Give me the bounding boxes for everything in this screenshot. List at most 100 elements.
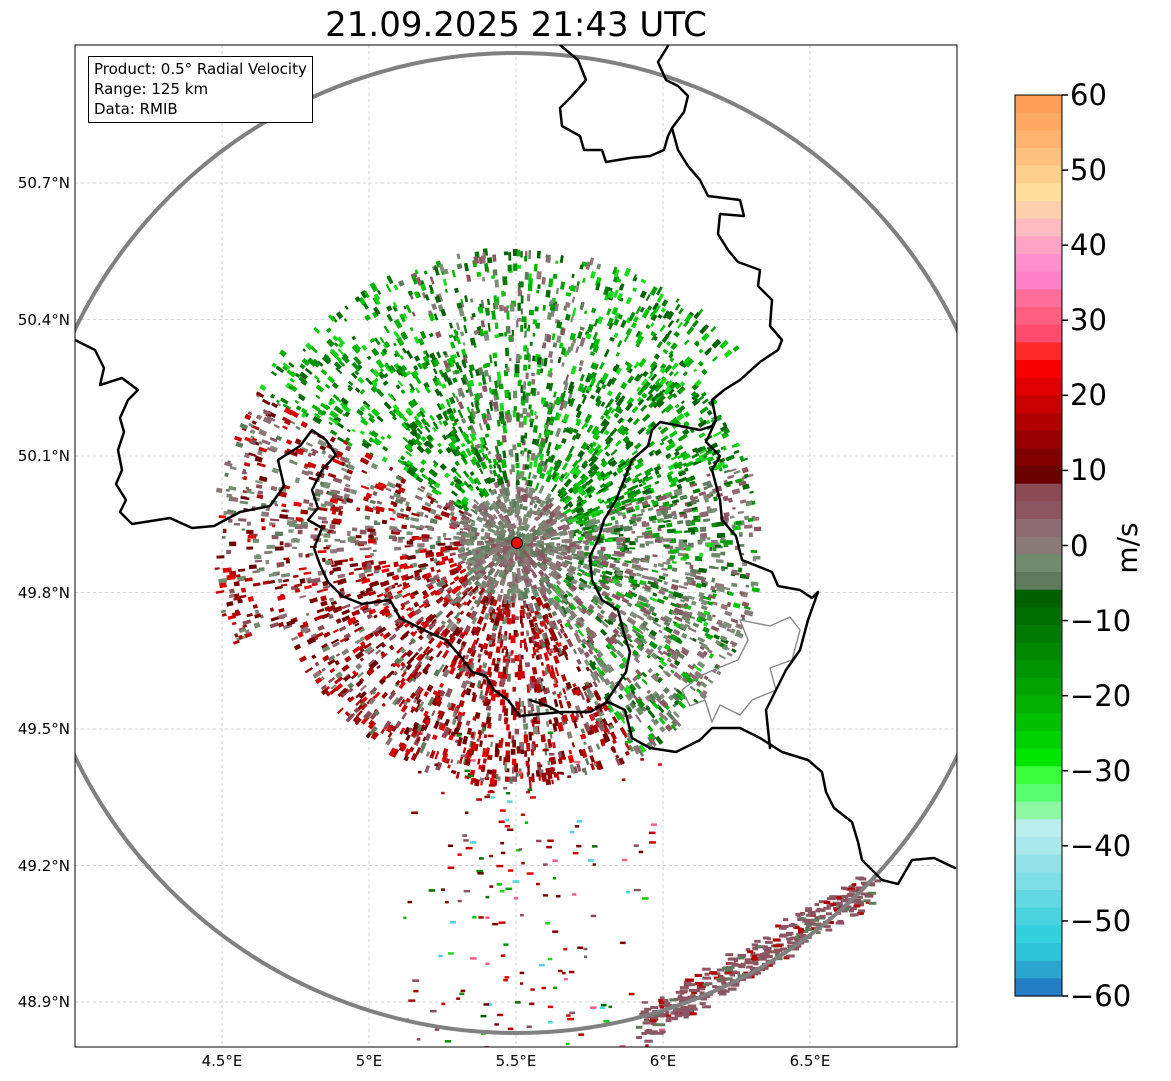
echo-gate	[508, 633, 512, 640]
echo-gate	[272, 525, 276, 528]
echo-gate	[654, 469, 660, 476]
echo-gate	[574, 468, 582, 477]
echo-gate	[575, 420, 581, 427]
echo-gate	[473, 329, 480, 336]
echo-gate	[572, 482, 580, 490]
echo-gate	[605, 436, 614, 446]
echo-gate	[461, 689, 467, 698]
echo-gate	[271, 402, 279, 409]
echo-gate	[590, 763, 596, 771]
echo-gate	[471, 639, 477, 649]
echo-gate	[632, 522, 638, 527]
echo-gate	[325, 327, 332, 334]
echo-gate	[670, 583, 679, 591]
echo-gate	[441, 649, 450, 659]
echo-gate	[435, 331, 442, 339]
echo-gate	[429, 414, 435, 422]
echo-gate	[696, 661, 706, 669]
echo-gate	[321, 612, 331, 620]
echo-gate	[635, 674, 642, 680]
echo-gate	[524, 256, 528, 262]
echo-gate	[408, 679, 413, 684]
echo-gate	[293, 501, 302, 507]
echo-gate	[639, 306, 645, 313]
echo-gate	[516, 353, 520, 362]
echo-gate	[357, 671, 364, 679]
echo-gate	[706, 456, 712, 462]
echo-gate	[545, 544, 552, 549]
echo-gate	[739, 455, 745, 462]
echo-gate	[407, 290, 414, 296]
echo-gate	[298, 376, 308, 385]
echo-gate	[373, 631, 380, 638]
echo-gate	[520, 631, 525, 636]
echo-gate	[684, 313, 693, 324]
echo-gate	[383, 605, 390, 611]
echo-gate	[504, 332, 508, 337]
echo-gate	[476, 679, 482, 688]
echo-gate	[549, 510, 556, 518]
echo-gate	[636, 330, 641, 337]
echo-gate	[454, 482, 461, 489]
echo-gate	[302, 621, 309, 627]
echo-gate	[528, 731, 533, 741]
echo-gate	[424, 501, 432, 508]
echo-gate	[292, 519, 298, 524]
echo-gate	[539, 621, 546, 626]
echo-gate	[561, 362, 565, 367]
echo-gate	[426, 684, 434, 692]
echo-gate	[395, 482, 402, 489]
echo-gate	[479, 329, 484, 335]
echo-gate	[451, 269, 456, 278]
echo-gate	[555, 580, 562, 586]
echo-gate	[460, 392, 466, 398]
echo-gate	[485, 772, 490, 779]
echo-gate	[327, 472, 337, 479]
echo-gate	[456, 638, 463, 645]
echo-gate	[598, 553, 604, 559]
echo-gate	[609, 731, 617, 741]
echo-gate	[329, 348, 339, 358]
echo-gate	[453, 329, 459, 339]
echo-gate	[469, 298, 474, 303]
echo-gate	[449, 580, 455, 586]
echo-gate	[481, 726, 486, 734]
echo-gate	[658, 659, 668, 667]
echo-gate	[418, 601, 428, 609]
echo-gate	[431, 488, 440, 496]
echo-gate	[226, 574, 236, 581]
echo-gate	[581, 396, 587, 405]
echo-gate	[218, 578, 228, 584]
echo-gate	[527, 766, 531, 775]
echo-gate	[335, 618, 342, 624]
echo-gate	[488, 375, 492, 383]
echo-gate	[641, 574, 651, 580]
echo-gate	[493, 663, 500, 672]
echo-gate	[394, 546, 402, 551]
echo-gate	[517, 516, 521, 521]
echo-gate	[434, 295, 441, 303]
echo-gate	[474, 778, 480, 787]
echo-gate	[414, 660, 423, 670]
echo-gate	[654, 480, 660, 485]
echo-gate	[625, 442, 634, 451]
echo-gate	[488, 464, 493, 470]
echo-gate	[582, 563, 591, 570]
echo-gate	[751, 587, 760, 593]
echo-gate	[502, 635, 508, 641]
echo-gate	[637, 427, 645, 435]
echo-gate	[606, 308, 612, 316]
echo-gate	[540, 368, 544, 374]
echo-gate	[624, 750, 630, 756]
echo-gate	[549, 561, 558, 569]
echo-gate	[516, 480, 520, 486]
echo-gate	[710, 625, 720, 632]
echo-gate	[360, 484, 370, 490]
echo-gate	[704, 348, 712, 356]
echo-gate	[514, 373, 519, 378]
echo-gate	[614, 603, 621, 610]
echo-gate	[604, 663, 614, 674]
echo-gate	[635, 564, 641, 569]
echo-gate	[586, 584, 592, 590]
echo-gate	[531, 653, 535, 659]
